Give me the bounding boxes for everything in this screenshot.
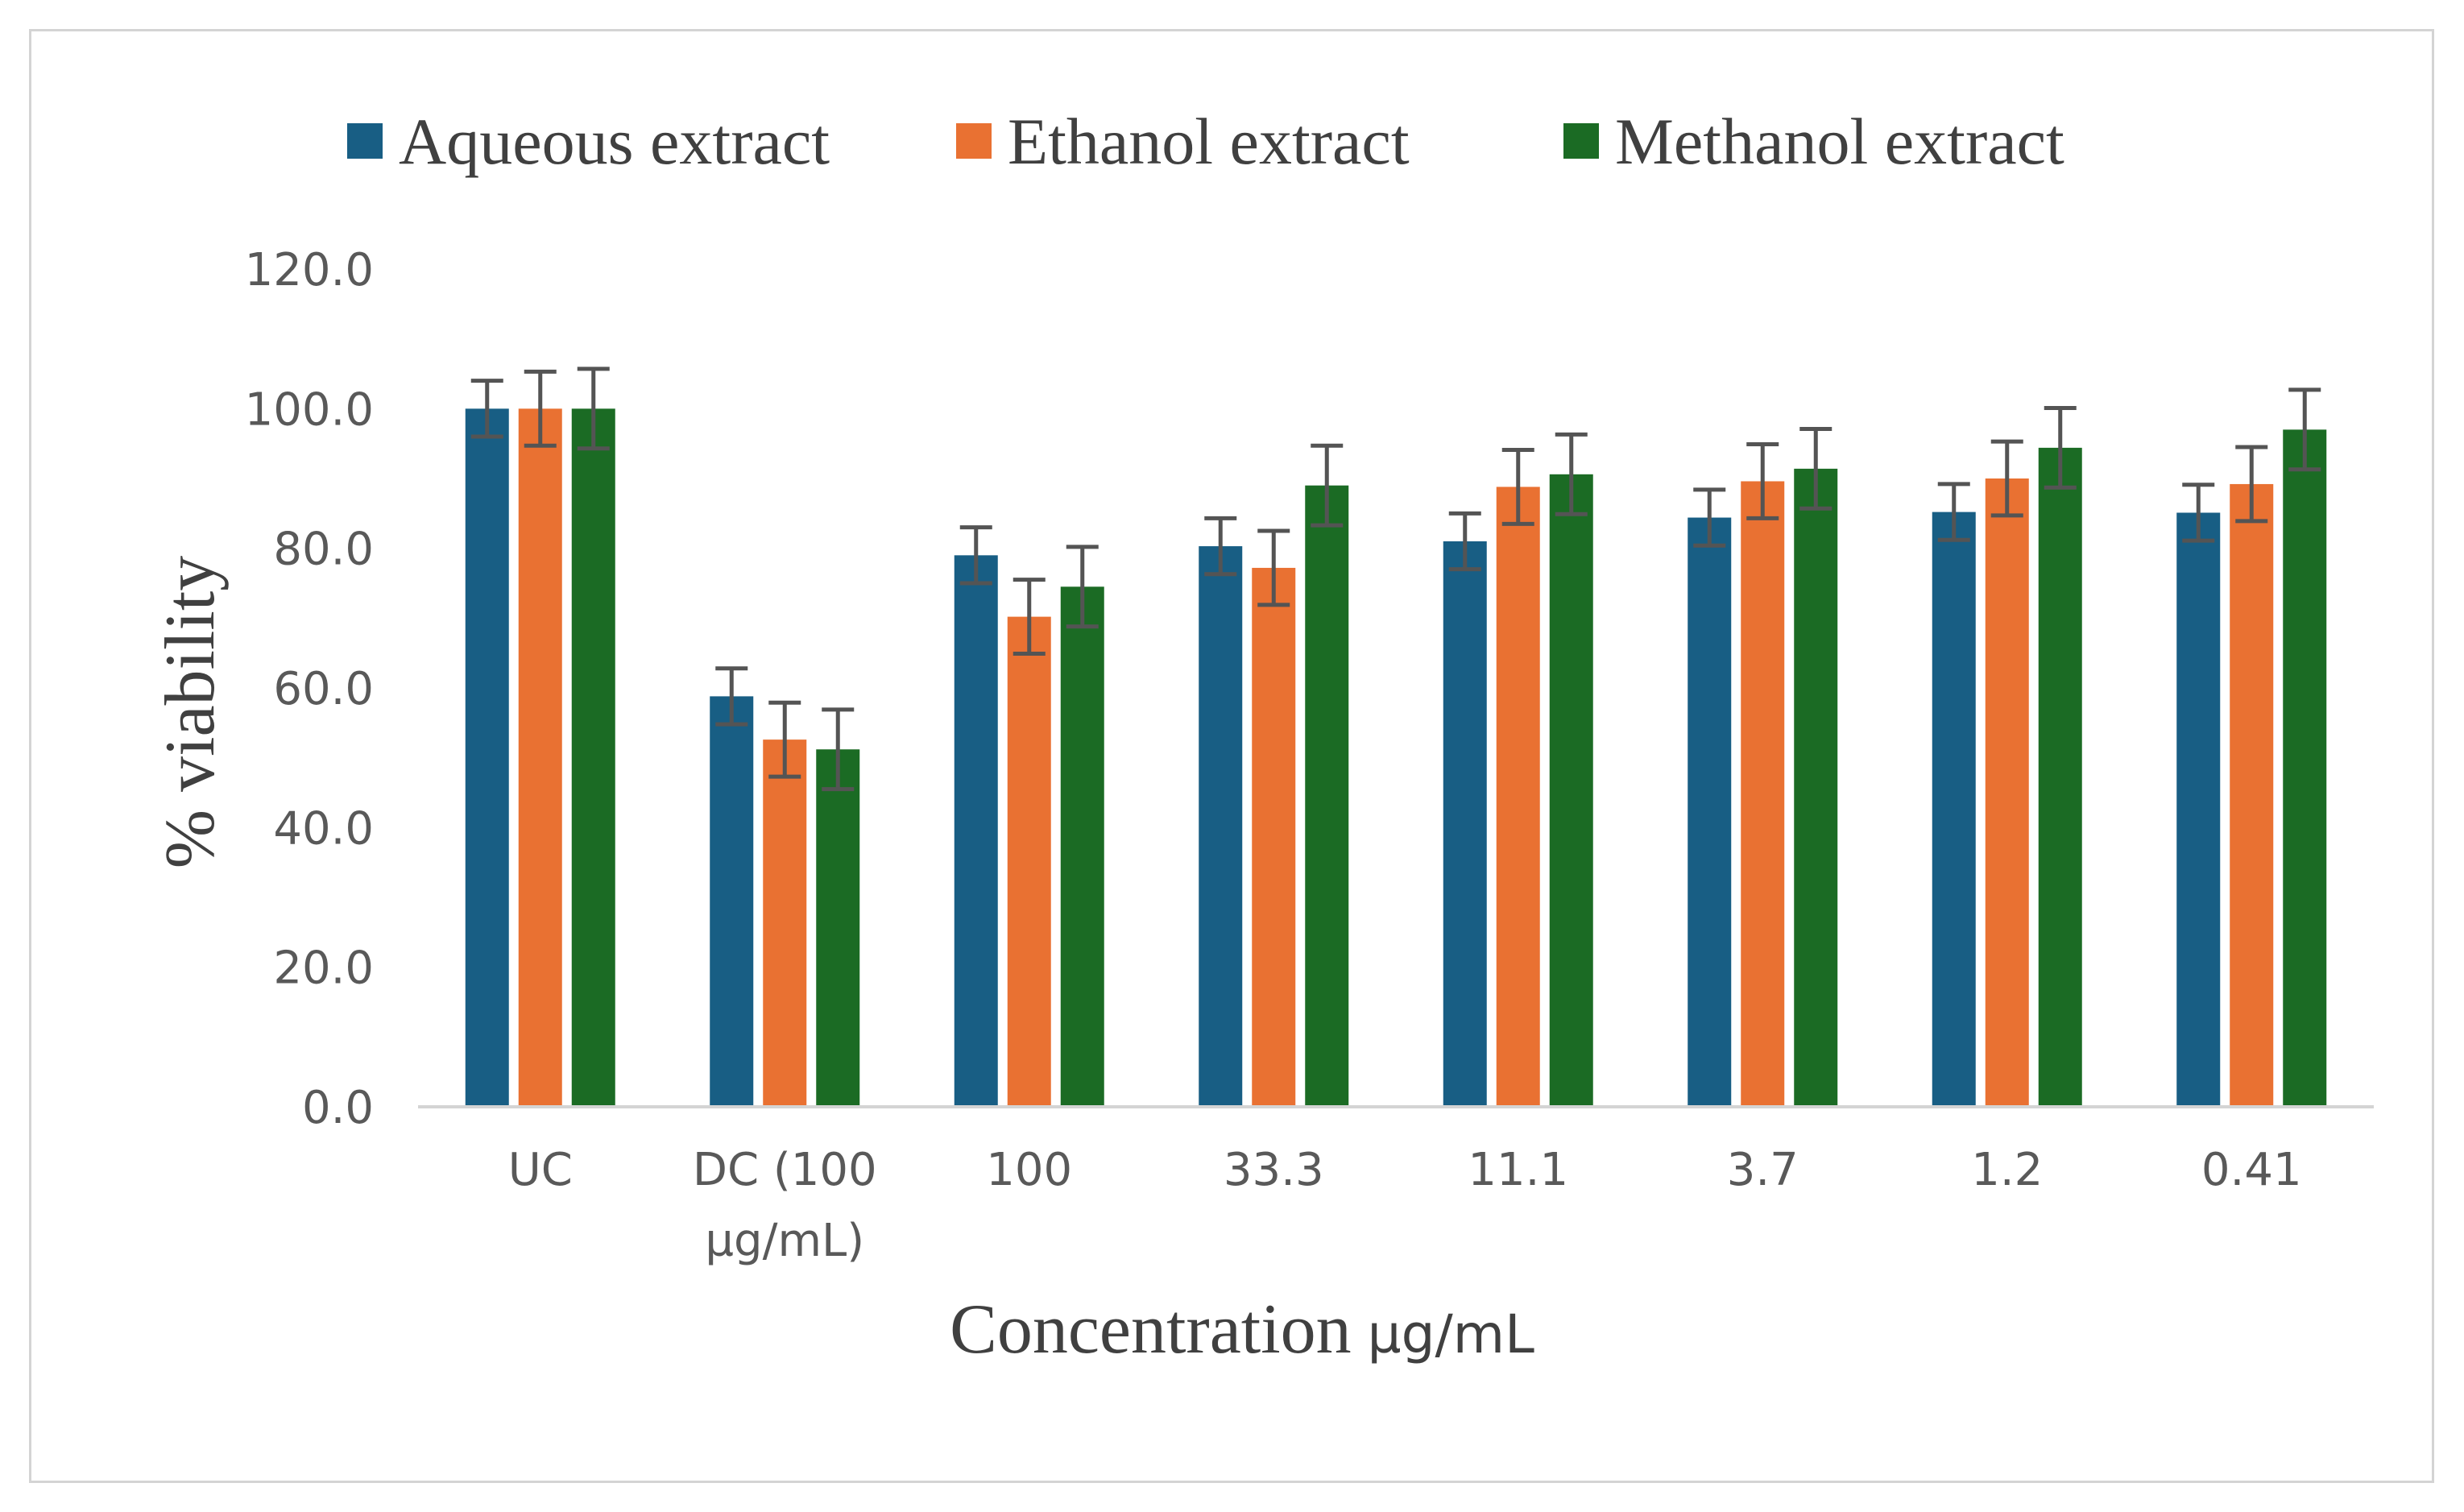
- bar-ethanol-7: [2230, 483, 2274, 1107]
- x-tick-label-line: 100: [986, 1144, 1072, 1196]
- x-axis-tick-labels: UC DC (100 µg/mL) 100 33.3 11.1 3.7 1.2 0.41: [508, 1144, 2302, 1267]
- x-tick-label-line: 3.7: [1727, 1144, 1799, 1196]
- error-bar-ethanol-6: [1990, 439, 2023, 518]
- bar-methanol-3: [1305, 485, 1349, 1107]
- bar-methanol-5: [1794, 468, 1838, 1107]
- error-bar-ethanol-4: [1501, 447, 1534, 526]
- x-tick-label-line: DC (100: [693, 1144, 877, 1196]
- x-tick-label-line: UC: [508, 1144, 573, 1196]
- error-bar-methanol-1: [822, 707, 855, 792]
- y-tick-label: 0.0: [302, 1082, 374, 1134]
- bar-aqueous-3: [1199, 546, 1243, 1107]
- bar-methanol-1: [816, 749, 860, 1107]
- error-bar-ethanol-7: [2235, 445, 2268, 524]
- y-tick-label: 120.0: [245, 244, 374, 296]
- legend-label-methanol: Methanol extract: [1615, 105, 2064, 178]
- bar-aqueous-0: [465, 408, 509, 1107]
- error-bar-aqueous-6: [1937, 482, 1970, 542]
- error-bar-methanol-5: [1799, 426, 1832, 511]
- bar-aqueous-2: [954, 555, 998, 1107]
- error-bar-aqueous-5: [1693, 487, 1726, 548]
- bar-ethanol-0: [518, 408, 562, 1107]
- x-axis-title-text: Concentration: [950, 1290, 1352, 1369]
- x-tick-label: 11.1: [1468, 1144, 1568, 1196]
- bar-methanol-0: [571, 408, 615, 1107]
- bar-chart: Aqueous extract Ethanol extract Methanol…: [151, 105, 2374, 1369]
- y-tick-label: 60.0: [273, 663, 374, 715]
- x-tick-label-line: 0.41: [2201, 1144, 2302, 1196]
- y-tick-label: 80.0: [273, 524, 374, 576]
- bar-aqueous-5: [1688, 517, 1732, 1107]
- bar-ethanol-1: [763, 739, 807, 1107]
- bar-aqueous-4: [1443, 541, 1487, 1107]
- error-bar-ethanol-3: [1257, 528, 1290, 607]
- error-bar-aqueous-1: [715, 666, 748, 727]
- x-tick-label: DC (100 µg/mL): [693, 1144, 877, 1267]
- x-tick-label-line: 1.2: [1971, 1144, 2043, 1196]
- bar-methanol-4: [1549, 474, 1593, 1107]
- legend-label-ethanol: Ethanol extract: [1008, 105, 1410, 178]
- error-bar-ethanol-0: [524, 369, 557, 448]
- bar-aqueous-6: [1932, 512, 1976, 1107]
- x-tick-label-line: µg/mL): [705, 1215, 864, 1267]
- error-bar-methanol-0: [577, 367, 610, 451]
- chart-area: Aqueous extract Ethanol extract Methanol…: [29, 29, 2434, 1483]
- bar-ethanol-5: [1741, 481, 1785, 1107]
- error-bar-aqueous-0: [470, 379, 503, 439]
- bar-methanol-2: [1060, 586, 1104, 1107]
- y-tick-label: 40.0: [273, 802, 374, 855]
- bar-methanol-6: [2038, 447, 2082, 1107]
- x-tick-label-line: 11.1: [1468, 1144, 1568, 1196]
- error-bar-aqueous-3: [1204, 516, 1237, 577]
- error-bar-aqueous-4: [1448, 511, 1481, 572]
- x-tick-label: 0.41: [2201, 1144, 2302, 1196]
- y-axis-title: % viability: [151, 556, 230, 869]
- bar-ethanol-4: [1496, 487, 1540, 1107]
- bar-ethanol-3: [1252, 567, 1296, 1107]
- error-bar-ethanol-1: [768, 700, 801, 779]
- x-axis-title: Concentration µg/mL: [950, 1290, 1534, 1369]
- y-axis-tick-labels: 0.0 20.0 40.0 60.0 80.0 100.0 120.0: [245, 244, 374, 1134]
- bar-ethanol-6: [1985, 478, 2029, 1107]
- error-bar-methanol-7: [2288, 387, 2321, 472]
- error-bar-methanol-2: [1066, 545, 1099, 629]
- error-bar-methanol-3: [1311, 443, 1344, 528]
- legend-swatch-methanol: [1563, 123, 1599, 159]
- error-bar-ethanol-5: [1746, 442, 1779, 520]
- bar-aqueous-1: [710, 696, 754, 1107]
- legend-swatch-aqueous: [347, 123, 383, 159]
- x-tick-label-line: 33.3: [1224, 1144, 1324, 1196]
- legend-label-aqueous: Aqueous extract: [399, 105, 830, 178]
- y-tick-label: 100.0: [245, 383, 374, 436]
- x-tick-label: 3.7: [1727, 1144, 1799, 1196]
- error-bar-ethanol-2: [1013, 578, 1046, 657]
- x-tick-label: 1.2: [1971, 1144, 2043, 1196]
- error-bar-methanol-4: [1555, 432, 1588, 516]
- bar-aqueous-7: [2176, 512, 2221, 1107]
- x-tick-label: UC: [508, 1144, 573, 1196]
- bar-methanol-7: [2283, 429, 2327, 1107]
- x-tick-label: 33.3: [1224, 1144, 1324, 1196]
- legend-swatch-ethanol: [956, 123, 992, 159]
- x-axis-title-unit: µg/mL: [1368, 1303, 1534, 1365]
- bar-ethanol-2: [1007, 616, 1051, 1107]
- error-bar-aqueous-2: [959, 525, 992, 586]
- x-tick-label: 100: [986, 1144, 1072, 1196]
- error-bar-aqueous-7: [2182, 483, 2215, 543]
- bar-series: [465, 408, 2327, 1107]
- error-bar-methanol-6: [2044, 405, 2077, 490]
- legend: Aqueous extract Ethanol extract Methanol…: [347, 105, 2064, 178]
- y-tick-label: 20.0: [273, 942, 374, 995]
- error-bars: [470, 367, 2321, 792]
